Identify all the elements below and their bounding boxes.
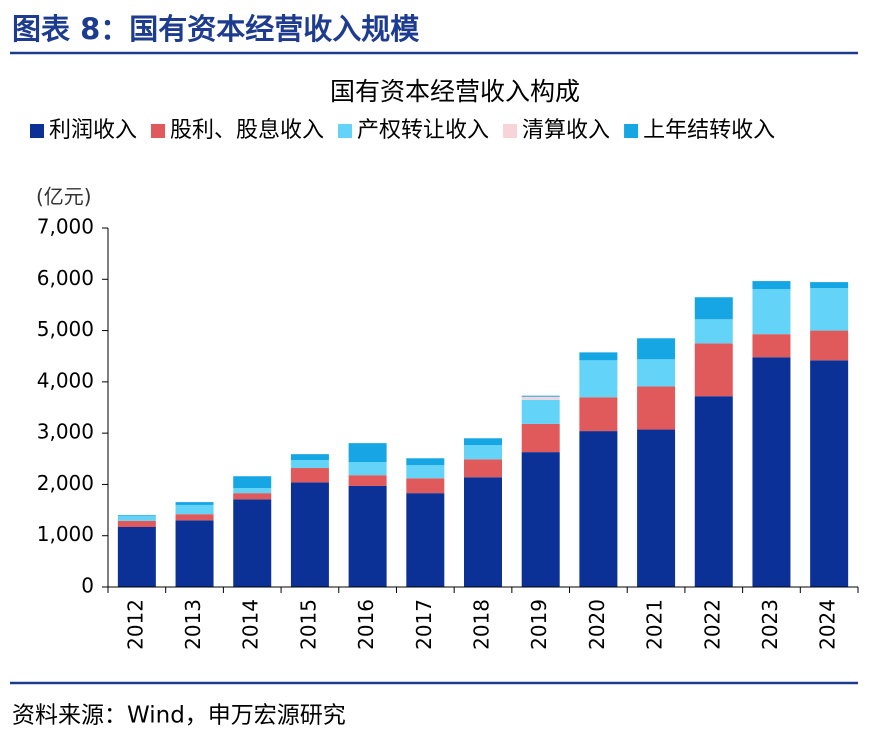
x-tick-label: 2013	[181, 599, 205, 650]
bar-segment	[637, 429, 676, 587]
figure-title: 图表 8：国有资本经营收入规模	[12, 12, 420, 46]
bar-segment	[752, 281, 791, 290]
bar-segment	[694, 343, 733, 397]
y-unit: (亿元)	[36, 185, 92, 209]
bar-segment	[175, 504, 214, 515]
bar-segment	[637, 338, 676, 360]
bar-segment	[117, 526, 156, 587]
bar-segment	[579, 352, 618, 361]
bar-segment	[810, 330, 849, 361]
bar-segment	[290, 468, 329, 483]
bar-segment	[348, 485, 387, 587]
bar-segment	[117, 515, 156, 516]
legend-label: 利润收入	[49, 118, 137, 143]
bar-segment	[810, 360, 849, 587]
bar-segment	[810, 288, 849, 331]
bar-segment	[464, 445, 502, 460]
legend-label: 清算收入	[522, 118, 610, 143]
legend-label: 上年结转收入	[643, 118, 775, 143]
y-tick-label: 6,000	[37, 266, 94, 290]
bar-segment	[175, 520, 214, 587]
legend-label: 股利、股息收入	[170, 118, 324, 143]
legend-swatch	[624, 124, 639, 138]
bar-segment	[752, 334, 791, 358]
x-tick-label: 2017	[412, 599, 436, 650]
legend-label: 产权转让收入	[357, 118, 489, 143]
legend-swatch	[151, 124, 166, 138]
bar-segment	[521, 395, 560, 397]
bar-segment	[464, 459, 502, 478]
x-tick-label: 2021	[643, 599, 667, 650]
x-tick-label: 2023	[758, 599, 782, 650]
bar-segment	[348, 443, 387, 463]
bar-segment	[521, 396, 560, 400]
x-tick-label: 2024	[816, 599, 840, 650]
bar-segment	[117, 520, 156, 527]
bar-segment	[694, 396, 733, 587]
bar-segment	[464, 438, 502, 446]
bar-segment	[579, 431, 618, 587]
y-tick-label: 3,000	[37, 420, 94, 444]
bar-segment	[752, 289, 791, 335]
bar-segment	[521, 452, 560, 587]
bar-segment	[464, 477, 502, 587]
bar-segment	[406, 458, 445, 466]
y-tick-label: 2,000	[37, 471, 94, 495]
bar-segment	[233, 476, 272, 489]
bar-segment	[694, 319, 733, 344]
bar-segment	[233, 488, 272, 494]
y-tick-label: 4,000	[37, 368, 94, 392]
source: 资料来源：Wind，申万宏源研究	[12, 703, 346, 729]
bar-segment	[406, 478, 445, 494]
legend-swatch	[30, 124, 44, 138]
x-tick-label: 2022	[700, 599, 724, 650]
y-tick-label: 0	[81, 574, 94, 598]
bar-segment	[810, 282, 849, 289]
bar-segment	[406, 493, 445, 587]
bar-segment	[752, 357, 791, 587]
x-tick-label: 2016	[354, 599, 378, 650]
x-tick-label: 2019	[527, 599, 551, 650]
bar-segment	[348, 462, 387, 476]
y-tick-label: 5,000	[37, 317, 94, 341]
bar-segment	[233, 499, 272, 587]
x-tick-label: 2018	[470, 599, 494, 650]
y-tick-label: 7,000	[37, 215, 94, 239]
x-tick-label: 2015	[296, 599, 320, 650]
bar-segment	[521, 399, 560, 424]
chart-title: 国有资本经营收入构成	[330, 77, 580, 106]
x-tick-label: 2012	[123, 599, 147, 650]
bar-segment	[579, 360, 618, 398]
bar-segment	[521, 423, 560, 453]
bar-segment	[117, 515, 156, 521]
legend-swatch	[503, 124, 518, 138]
bar-segment	[175, 514, 214, 521]
x-tick-label: 2014	[239, 599, 263, 650]
bar-segment	[637, 386, 676, 430]
bar-segment	[579, 397, 618, 432]
bar-segment	[694, 297, 733, 320]
bar-segment	[637, 359, 676, 387]
y-tick-label: 1,000	[37, 522, 94, 546]
bar-segment	[290, 482, 329, 587]
bar-segment	[348, 475, 387, 486]
bar-segment	[406, 465, 445, 479]
bar-segment	[175, 502, 214, 505]
legend-swatch	[338, 124, 353, 138]
bar-segment	[233, 493, 272, 500]
bar-segment	[290, 460, 329, 469]
x-tick-label: 2020	[585, 599, 609, 650]
bar-segment	[290, 454, 329, 461]
